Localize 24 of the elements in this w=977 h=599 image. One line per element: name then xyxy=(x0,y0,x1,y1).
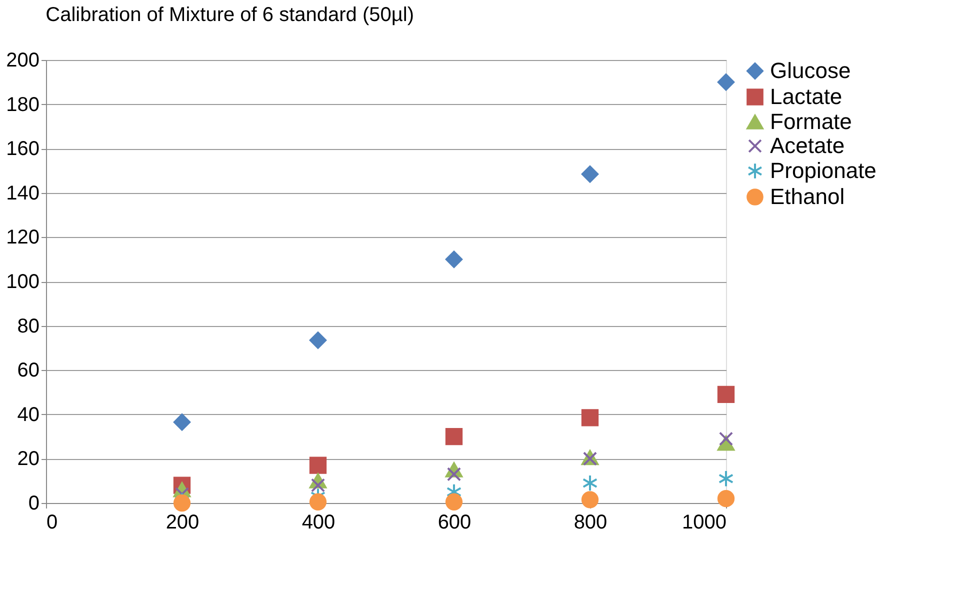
y-tick-label: 200 xyxy=(6,50,40,72)
legend-label: Ethanol xyxy=(770,184,845,209)
chart-title: Calibration of Mixture of 6 standard (50µl) xyxy=(46,4,414,26)
y-tick-label: 40 xyxy=(17,404,40,426)
legend-label: Acetate xyxy=(770,133,845,158)
legend-label: Propionate xyxy=(770,158,876,183)
legend-label: Lactate xyxy=(770,84,842,109)
legend-label: Formate xyxy=(770,109,852,134)
y-tick-label: 140 xyxy=(6,182,40,204)
x-tick-label: 200 xyxy=(166,512,200,534)
y-tick-label: 180 xyxy=(6,94,40,116)
x-tick-label: 1000 xyxy=(682,512,726,534)
y-tick-label: 0 xyxy=(28,492,40,514)
x-tick-label: 600 xyxy=(438,512,472,534)
y-tick-label: 100 xyxy=(6,271,40,293)
y-tick-label: 160 xyxy=(6,138,40,160)
y-tick-label: 80 xyxy=(17,315,40,338)
legend-label: Glucose xyxy=(770,58,851,83)
y-tick-label: 60 xyxy=(17,360,40,382)
y-tick-label: 20 xyxy=(17,448,40,470)
x-tick-label: 400 xyxy=(302,512,336,534)
x-tick-label: 0 xyxy=(46,512,58,534)
y-tick-label: 120 xyxy=(6,226,40,249)
x-tick-label: 800 xyxy=(574,512,608,534)
